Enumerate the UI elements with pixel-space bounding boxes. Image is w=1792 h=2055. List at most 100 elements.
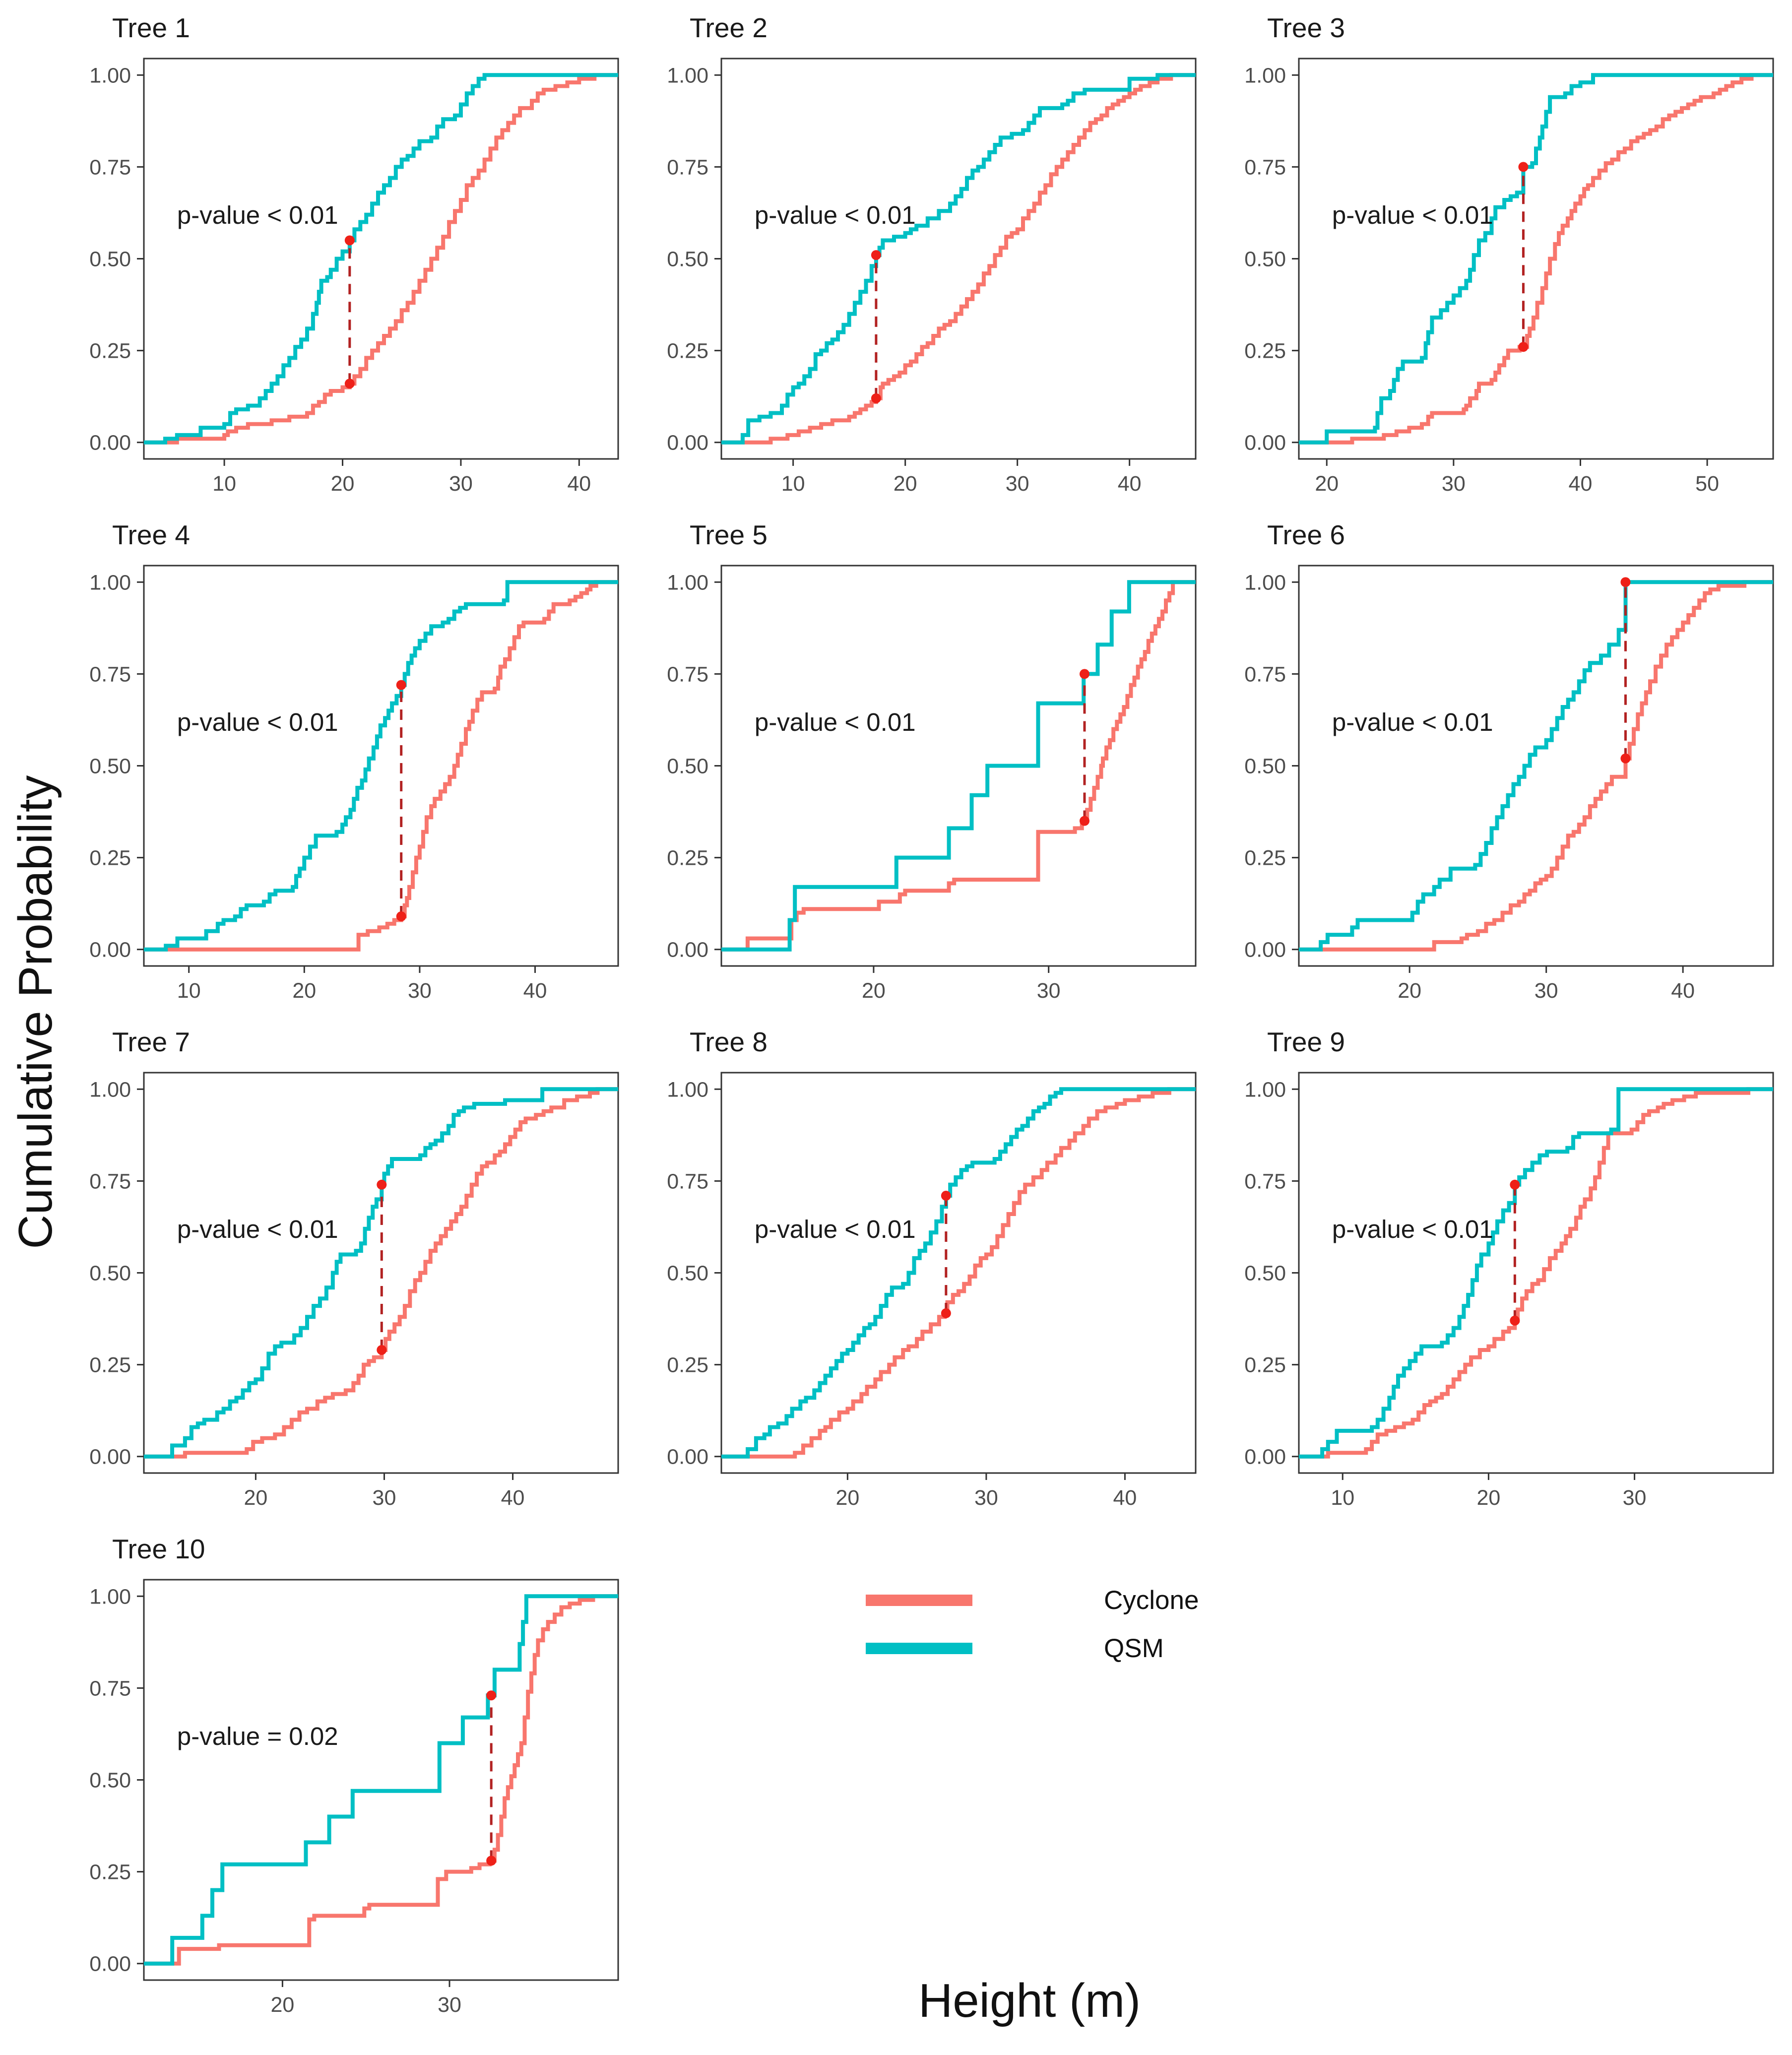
- panel-border: [143, 565, 619, 967]
- y-tick-label: 0.50: [89, 755, 131, 778]
- ks-dot-cyclone: [486, 1856, 497, 1866]
- y-tick-label: 1.00: [89, 64, 131, 87]
- panel-border: [720, 58, 1197, 460]
- cyclone-ecdf-line: [144, 1087, 618, 1459]
- x-tick-label: 10: [212, 472, 236, 496]
- x-tick-label: 40: [523, 979, 547, 1003]
- ks-dot-cyclone: [1620, 753, 1631, 764]
- y-tick-label: 0.50: [1244, 755, 1286, 778]
- y-tick-label: 0.00: [89, 1445, 131, 1469]
- y-tick-label: 0.75: [667, 155, 708, 179]
- y-tick-label: 0.00: [667, 1445, 708, 1469]
- y-tick-label: 0.00: [1244, 431, 1286, 455]
- y-tick-label: 0.75: [89, 155, 131, 179]
- panel-border: [143, 58, 619, 460]
- ks-dot-cyclone: [344, 379, 355, 389]
- panel-title: Tree 5: [690, 519, 768, 550]
- y-tick-label: 0.50: [667, 1262, 708, 1285]
- ks-dot-cyclone: [1510, 1315, 1520, 1326]
- panel-tree-5: Tree 5 20 30 0.00 0.25 0.50 0.75 1.00 p-value < …: [636, 511, 1214, 1018]
- legend-label-cyclone: Cyclone: [1104, 1586, 1199, 1615]
- x-tick-label: 50: [1695, 472, 1719, 496]
- ecdf-plot-tree-10: 20 30 0.00 0.25 0.50 0.75 1.00 p-value = 0.02: [89, 1579, 619, 2017]
- ks-dot-qsm: [1620, 577, 1631, 587]
- qsm-ecdf-line: [144, 580, 618, 952]
- legend-item-cyclone: Cyclone: [866, 1585, 1199, 1615]
- p-value-label: p-value < 0.01: [755, 1215, 916, 1243]
- x-tick-label: 10: [1331, 1486, 1354, 1510]
- y-tick-label: 0.75: [1244, 662, 1286, 686]
- p-value-label: p-value = 0.02: [177, 1722, 338, 1750]
- x-tick-label: 20: [1398, 979, 1421, 1003]
- p-value-label: p-value < 0.01: [177, 1215, 338, 1243]
- y-tick-label: 1.00: [1244, 64, 1286, 87]
- p-value-label: p-value < 0.01: [755, 708, 916, 736]
- ks-dot-qsm: [1079, 669, 1089, 679]
- y-tick-label: 0.00: [667, 431, 708, 455]
- ks-dot-qsm: [871, 250, 881, 260]
- x-tick-label: 30: [1623, 1486, 1647, 1510]
- ks-dot-qsm: [486, 1690, 497, 1701]
- x-tick-label: 40: [501, 1486, 525, 1510]
- panel-tree-10: Tree 10 20 30 0.00 0.25 0.50 0.75 1.00 p-value =…: [59, 1525, 636, 2032]
- cyclone-ecdf-line: [144, 1594, 618, 1966]
- panel-tree-9: Tree 9 10 20 30 0.00 0.25 0.50 0.75 1.00 p-value …: [1214, 1018, 1791, 1525]
- y-tick-label: 0.75: [89, 1169, 131, 1193]
- panel-title: Tree 9: [1267, 1027, 1345, 1057]
- x-tick-label: 20: [244, 1486, 267, 1510]
- y-tick-label: 0.25: [1244, 339, 1286, 363]
- panel-border: [143, 1579, 619, 1981]
- ecdf-plot-tree-4: 10 20 30 40 0.00 0.25 0.50 0.75 1.00 p-value < 0.…: [89, 565, 619, 1003]
- y-tick-label: 0.50: [89, 1262, 131, 1285]
- qsm-ecdf-line: [721, 73, 1196, 445]
- y-tick-label: 0.25: [667, 339, 708, 363]
- panel-tree-4: Tree 4 10 20 30 40 0.00 0.25 0.50 0.75 1.00 p-valu…: [59, 511, 636, 1018]
- cyclone-ecdf-line: [721, 580, 1196, 952]
- ks-dot-cyclone: [1518, 342, 1529, 352]
- panel-grid: Tree 1 10 20 30 40 0.00 0.25 0.50 0.75 1.00 p-valu…: [59, 4, 1791, 2032]
- y-axis-label: Cumulative Probability: [9, 775, 62, 1249]
- y-tick-label: 1.00: [667, 571, 708, 594]
- y-tick-label: 0.00: [89, 431, 131, 455]
- y-tick-label: 0.75: [1244, 155, 1286, 179]
- qsm-ecdf-line: [1299, 580, 1773, 952]
- p-value-label: p-value < 0.01: [177, 708, 338, 736]
- ks-dot-qsm: [396, 680, 406, 690]
- y-tick-label: 0.75: [89, 1676, 131, 1700]
- qsm-ecdf-line: [1299, 1087, 1773, 1459]
- y-tick-label: 0.25: [89, 339, 131, 363]
- panel-tree-1: Tree 1 10 20 30 40 0.00 0.25 0.50 0.75 1.00 p-valu…: [59, 4, 636, 511]
- y-tick-label: 0.50: [667, 755, 708, 778]
- x-tick-label: 40: [1113, 1486, 1137, 1510]
- y-tick-label: 1.00: [1244, 1078, 1286, 1101]
- cyclone-ecdf-line: [1299, 73, 1773, 445]
- y-tick-label: 0.00: [89, 938, 131, 962]
- panel-title: Tree 7: [112, 1027, 190, 1057]
- x-axis-label: Height (m): [918, 1974, 1141, 2027]
- y-tick-label: 0.00: [667, 938, 708, 962]
- legend: Cyclone QSM: [866, 1585, 1199, 1664]
- qsm-ecdf-line: [144, 1087, 618, 1459]
- x-tick-label: 20: [835, 1486, 859, 1510]
- y-tick-label: 0.25: [1244, 846, 1286, 870]
- qsm-ecdf-line: [1299, 73, 1773, 445]
- ecdf-plot-tree-1: 10 20 30 40 0.00 0.25 0.50 0.75 1.00 p-value < 0.…: [89, 58, 619, 496]
- ecdf-plot-tree-5: 20 30 0.00 0.25 0.50 0.75 1.00 p-value < 0.01: [667, 565, 1197, 1003]
- x-tick-label: 30: [1037, 979, 1061, 1003]
- ecdf-plot-tree-3: 20 30 40 50 0.00 0.25 0.50 0.75 1.00 p-value < 0.…: [1244, 58, 1774, 496]
- cyclone-ecdf-line: [721, 1087, 1196, 1459]
- cyclone-ecdf-line: [721, 73, 1196, 445]
- panel-border: [1298, 1072, 1774, 1474]
- y-tick-label: 1.00: [89, 571, 131, 594]
- y-tick-label: 0.75: [667, 1169, 708, 1193]
- y-tick-label: 0.75: [1244, 1169, 1286, 1193]
- p-value-label: p-value < 0.01: [1332, 201, 1493, 229]
- x-tick-label: 40: [567, 472, 591, 496]
- ks-dot-cyclone: [377, 1345, 387, 1355]
- p-value-label: p-value < 0.01: [1332, 708, 1493, 736]
- x-tick-label: 20: [292, 979, 316, 1003]
- y-tick-label: 1.00: [89, 1078, 131, 1101]
- y-tick-label: 0.25: [89, 846, 131, 870]
- y-tick-label: 0.00: [1244, 938, 1286, 962]
- panel-tree-3: Tree 3 20 30 40 50 0.00 0.25 0.50 0.75 1.00 p-valu…: [1214, 4, 1791, 511]
